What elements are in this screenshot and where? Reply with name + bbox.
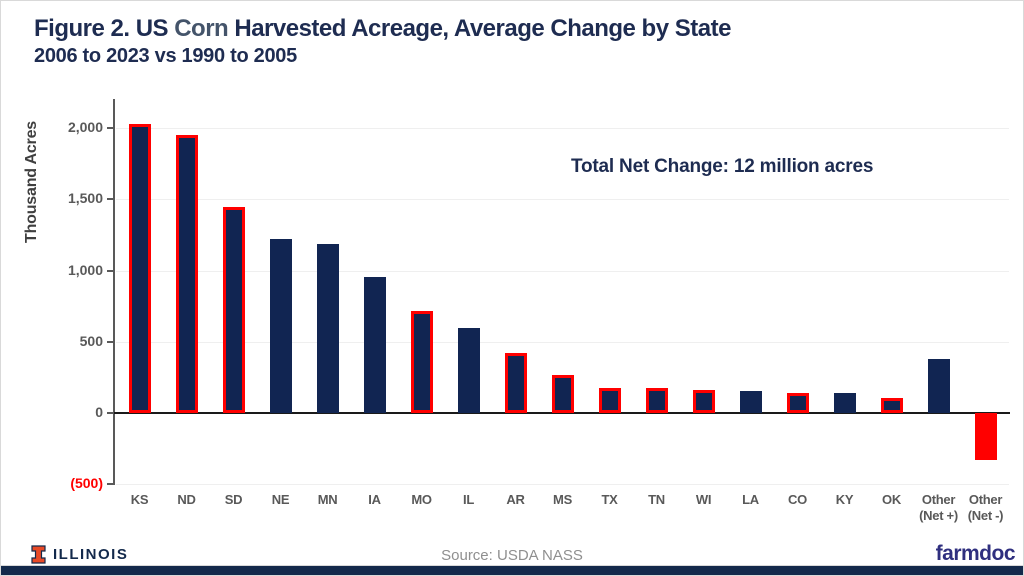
illinois-wordmark: ILLINOIS (53, 546, 129, 563)
bar-OK (880, 398, 903, 413)
title-block: Figure 2. US Corn Harvested Acreage, Ave… (34, 15, 731, 68)
x-label-WI: WI (695, 492, 712, 507)
x-label-OK: OK (882, 492, 901, 507)
bar-IL (457, 328, 480, 413)
illinois-logo: ILLINOIS (31, 545, 128, 564)
x-label-ND: ND (177, 492, 196, 507)
gridline-2000 (116, 128, 1009, 129)
page-subtitle: 2006 to 2023 vs 1990 to 2005 (34, 45, 297, 67)
bar-MN (316, 244, 339, 413)
bar-KS (128, 124, 151, 413)
x-label-KS: KS (130, 492, 149, 507)
y-tick-label--500: (500) (70, 475, 103, 492)
farmdoc-logo: farmdoc (935, 542, 1016, 565)
bar-WI (692, 390, 715, 413)
title-part2: Harvested Acreage, Average Change by Sta… (228, 15, 731, 42)
gridline--500 (116, 484, 1009, 486)
bottom-navy-strip (1, 566, 1023, 575)
x-label-TN: TN (648, 492, 665, 507)
y-tick-mark--500 (107, 483, 114, 486)
bar-KY (833, 393, 856, 413)
bar-Other (927, 359, 950, 413)
x-label-TX: TX (601, 492, 618, 507)
bar-SD (222, 207, 245, 413)
illinois-block-i-icon (31, 545, 46, 564)
x-label-LA: LA (742, 492, 759, 507)
x-label-IA: IA (368, 492, 381, 507)
title-part1: Figure 2. US (34, 15, 175, 42)
footer: ILLINOIS Source: USDA NASS farmdoc (1, 536, 1023, 566)
x-label-MS: MS (553, 492, 572, 507)
bar-IA (363, 277, 386, 413)
y-tick-label-1000: 1,000 (67, 261, 103, 278)
x-label-SD: SD (224, 492, 243, 507)
bar-ND (175, 135, 198, 413)
source-text: Source: USDA NASS (441, 547, 583, 564)
y-tick-mark-1000 (107, 269, 114, 272)
x-label-NE: NE (271, 492, 290, 507)
page-title: Figure 2. US Corn Harvested Acreage, Ave… (34, 15, 731, 43)
bar-LA (739, 391, 762, 413)
y-tick-label-0: 0 (95, 404, 103, 420)
bar-MO (410, 311, 433, 413)
bar-NE (269, 239, 292, 413)
gridline-1000 (116, 270, 1009, 272)
gridline-500 (116, 341, 1009, 343)
y-tick-mark-500 (107, 340, 114, 343)
x-axis-zero-line (113, 412, 1010, 414)
y-tick-label-1500: 1,500 (67, 190, 103, 207)
x-label-AR: AR (506, 492, 525, 507)
x-label-Other: Other (Net -) (967, 492, 1004, 523)
bar-Other-neg (974, 413, 997, 460)
y-tick-label-2000: 2,000 (67, 119, 103, 135)
y-tick-mark-2000 (107, 127, 114, 129)
bar-CO (786, 393, 809, 413)
bar-MS (551, 375, 574, 413)
x-label-Other: Other (Net +) (919, 492, 958, 523)
title-corn-word: Corn (174, 15, 229, 42)
x-label-MO: MO (411, 492, 432, 507)
net-change-annotation: Total Net Change: 12 million acres (571, 156, 874, 177)
bar-TN (645, 388, 668, 413)
footer-divider (1, 565, 1023, 566)
x-label-KY: KY (835, 492, 854, 507)
y-tick-label-500: 500 (79, 332, 103, 349)
x-label-IL: IL (463, 492, 474, 507)
y-axis-title: Thousand Acres (23, 121, 40, 243)
y-axis-line (113, 99, 115, 485)
bar-TX (598, 388, 621, 413)
y-tick-mark-0 (107, 412, 114, 414)
bar-AR (504, 353, 527, 413)
y-tick-mark-1500 (107, 198, 114, 201)
gridline-1500 (116, 199, 1009, 201)
x-label-MN: MN (317, 492, 338, 507)
x-label-CO: CO (788, 492, 807, 507)
